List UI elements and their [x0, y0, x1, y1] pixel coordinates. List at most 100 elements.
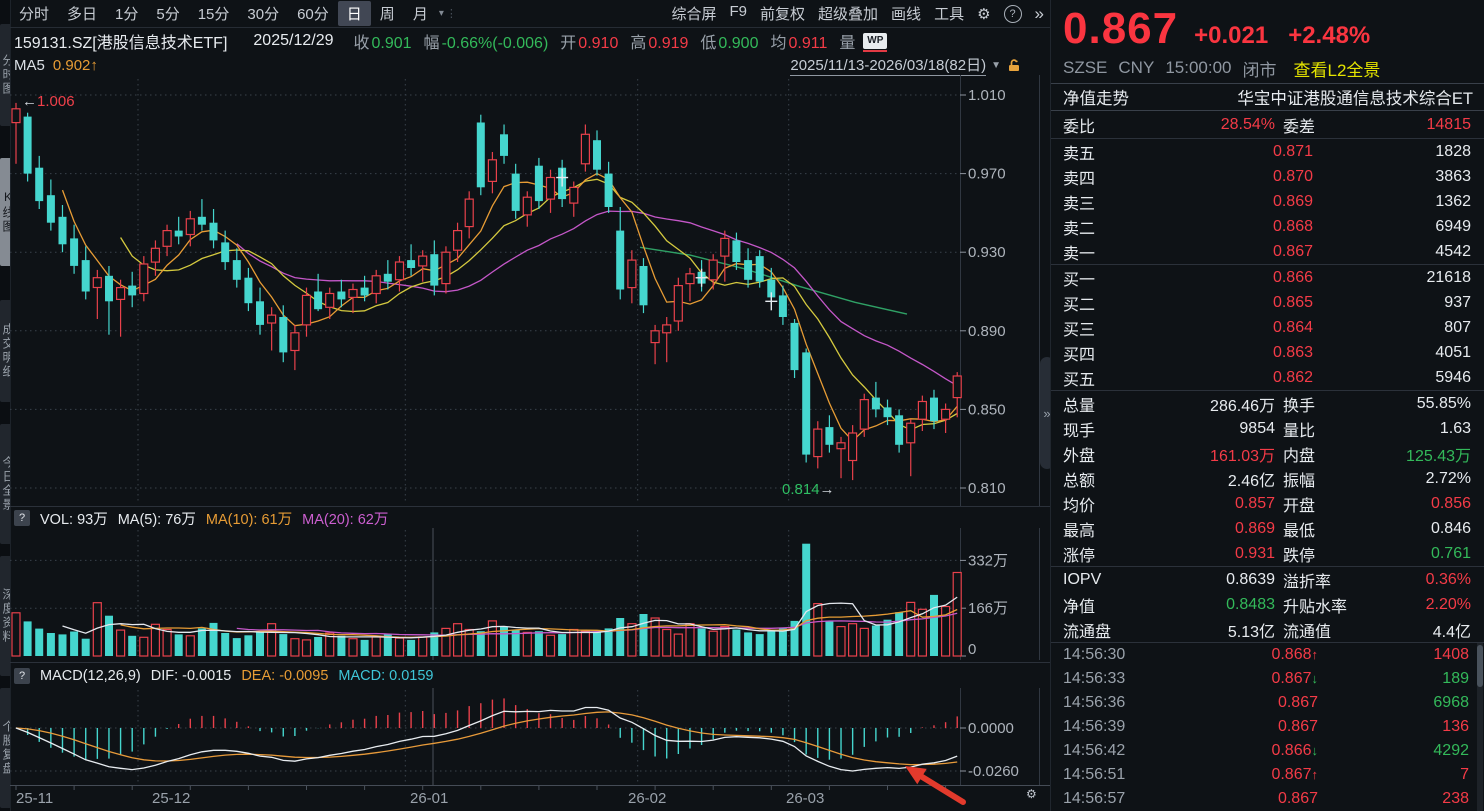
toolbar-button-超级叠加[interactable]: 超级叠加 [818, 6, 879, 23]
level-price[interactable]: 0.862 [1272, 368, 1313, 386]
level-volume: 4051 [1435, 343, 1471, 361]
field-value: -0.66%(-0.006) [441, 34, 549, 52]
level-label: 买五 [1063, 371, 1096, 389]
left-tab-K线图[interactable]: K线图 [0, 158, 10, 266]
main-price-chart[interactable]: 1.010 0.970 0.930 0.890 0.850 0.810 [10, 75, 1050, 506]
weicha-value: 14815 [1426, 115, 1472, 133]
toolbar-button-画线[interactable]: 画线 [891, 6, 922, 23]
period-tab-周[interactable]: 周 [379, 6, 395, 23]
level-volume: 937 [1444, 293, 1471, 311]
period-tab-多日[interactable]: 多日 [67, 6, 98, 23]
bid-row-买二[interactable]: 买二 0.865 937 [1051, 290, 1484, 315]
bid-row-买一[interactable]: 买一 0.866 21618 [1051, 265, 1484, 290]
left-tab-strip[interactable]: 分时图 K线图成交明细今日全景深度资料个股复盘 [0, 0, 11, 811]
ask-row-卖一[interactable]: 卖一 0.867 4542 [1051, 239, 1484, 264]
left-tab-分时图[interactable]: 分时图 [0, 24, 10, 126]
fund-name[interactable]: 华宝中证港股通信息技术综合ET [1237, 90, 1473, 108]
unlock-icon[interactable] [1006, 57, 1022, 73]
level-price[interactable]: 0.870 [1272, 167, 1313, 185]
stat-row-最高: 最高 0.869 最低 0.846 [1051, 516, 1484, 541]
ask-row-卖三[interactable]: 卖三 0.869 1362 [1051, 189, 1484, 214]
stat-label: 开盘 [1283, 497, 1316, 515]
macd-help-icon[interactable]: ? [14, 667, 30, 684]
level-price[interactable]: 0.863 [1272, 343, 1313, 361]
time-axis: 25-11 25-12 26-01 26-02 26-03 [10, 785, 1050, 811]
chart-region: 分时 多日 1分 5分 15分 30分 60分日周月 ▾ ⋮ 综合屏 F9 前复权 超级叠加 画线工… [10, 0, 1050, 811]
macd-chart[interactable]: 0.0000 -0.0260 [10, 688, 1050, 785]
period-tab-日[interactable]: 日 [337, 1, 371, 26]
tick-row: 14:56:42 0.866↓ 4292 [1051, 739, 1484, 763]
nav-banner-label[interactable]: 净值走势 [1063, 90, 1129, 108]
divider [1051, 138, 1484, 139]
scrollbar-thumb[interactable] [1477, 645, 1483, 687]
left-tab-深度资料[interactable]: 深度资料 [0, 556, 10, 676]
stat-value: 0.36% [1425, 570, 1471, 588]
ask-row-卖五[interactable]: 卖五 0.871 1828 [1051, 139, 1484, 164]
date-range-caret-icon[interactable]: ▼ [991, 59, 1001, 71]
level-price[interactable]: 0.865 [1272, 293, 1313, 311]
svg-text:332万: 332万 [968, 552, 1008, 569]
level-price[interactable]: 0.867 [1272, 242, 1313, 260]
date-range-selector[interactable]: 2025/11/13-2026/03/18(82日) ▼ [790, 54, 1050, 76]
settings-gear-icon[interactable]: ⚙ [977, 5, 991, 23]
axis-settings-gear-icon[interactable]: ⚙ [1026, 787, 1037, 801]
low-arrow-icon: → [819, 481, 835, 498]
bid-row-买四[interactable]: 买四 0.863 4051 [1051, 340, 1484, 365]
tick-direction-icon: ↑ [1311, 647, 1319, 662]
wp-badge[interactable]: WP [863, 32, 888, 52]
volume-chart[interactable]: 332万 166万 0 [10, 528, 1050, 660]
level-price[interactable]: 0.866 [1272, 268, 1313, 286]
cursor-date: 2025/12/29 [253, 31, 334, 49]
left-tab-今日全景[interactable]: 今日全景 [0, 424, 10, 544]
level-label: 买一 [1063, 271, 1096, 289]
tick-list-scrollbar[interactable] [1477, 643, 1483, 811]
toolbar-button-前复权[interactable]: 前复权 [760, 6, 806, 23]
bid-row-买三[interactable]: 买三 0.864 807 [1051, 315, 1484, 340]
level-label: 卖三 [1063, 195, 1096, 213]
nav-banner[interactable]: 净值走势 华宝中证港股通信息技术综合ET [1051, 83, 1484, 111]
tick-volume: 136 [1442, 718, 1469, 735]
quote-panel: 0.867 +0.021 +2.48% SZSE CNY 15:00:00 闭市… [1050, 0, 1484, 811]
toolbar-button-工具[interactable]: 工具 [934, 6, 965, 23]
field-label: 幅 [423, 34, 440, 52]
svg-text:166万: 166万 [968, 600, 1008, 617]
volume-help-icon[interactable]: ? [14, 510, 30, 526]
tick-direction-icon: ↓ [1311, 743, 1319, 758]
period-tab-1分[interactable]: 1分 [115, 6, 139, 23]
l2-panorama-link[interactable]: 查看L2全景 [1293, 60, 1381, 80]
instrument-code[interactable]: 159131.SZ[港股信息技术ETF] [14, 34, 228, 52]
ask-row-卖二[interactable]: 卖二 0.868 6949 [1051, 214, 1484, 239]
more-chevrons-icon[interactable]: » [1034, 3, 1044, 23]
ask-row-卖四[interactable]: 卖四 0.870 3863 [1051, 164, 1484, 189]
tick-time: 14:56:39 [1063, 718, 1126, 735]
period-tab-60分[interactable]: 60分 [297, 6, 329, 23]
stat-row-均价: 均价 0.857 开盘 0.856 [1051, 491, 1484, 516]
period-more-caret-icon[interactable]: ▾ [438, 8, 444, 19]
help-icon[interactable]: ? [1003, 4, 1022, 23]
period-tab-分时[interactable]: 分时 [19, 6, 50, 23]
date-range-text[interactable]: 2025/11/13-2026/03/18(82日) [790, 54, 987, 76]
bid-row-买五[interactable]: 买五 0.862 5946 [1051, 365, 1484, 390]
period-tab-30分[interactable]: 30分 [247, 6, 280, 23]
left-tab-成交明细[interactable]: 成交明细 [0, 300, 10, 402]
stat-label: 内盘 [1283, 447, 1316, 465]
toolbar-button-F9[interactable]: F9 [729, 3, 748, 20]
level-price[interactable]: 0.868 [1272, 217, 1313, 235]
stat-value: 0.931 [1234, 544, 1275, 562]
high-price-annotation: ←1.006 [22, 93, 75, 110]
period-tab-月[interactable]: 月 [412, 6, 428, 23]
svg-text:0.970: 0.970 [968, 166, 1006, 183]
level-price[interactable]: 0.864 [1272, 318, 1313, 336]
period-tab-5分[interactable]: 5分 [156, 6, 180, 23]
stat-row-IOPV: IOPV 0.8639 溢折率 0.36% [1051, 567, 1484, 592]
bid-levels: 买一 0.866 21618 买二 0.865 937 买三 0.864 807 买四 0.863 4… [1051, 265, 1484, 390]
left-tab-个股复盘[interactable]: 个股复盘 [0, 688, 10, 808]
level-price[interactable]: 0.871 [1272, 142, 1313, 160]
stat-label: 最高 [1063, 522, 1096, 540]
stat-label: 振幅 [1283, 472, 1316, 490]
time-axis-ticks [15, 786, 947, 790]
toolbar-button-综合屏[interactable]: 综合屏 [671, 6, 717, 23]
svg-text:0.890: 0.890 [968, 323, 1006, 340]
level-price[interactable]: 0.869 [1272, 192, 1313, 210]
period-tab-15分[interactable]: 15分 [197, 6, 230, 23]
